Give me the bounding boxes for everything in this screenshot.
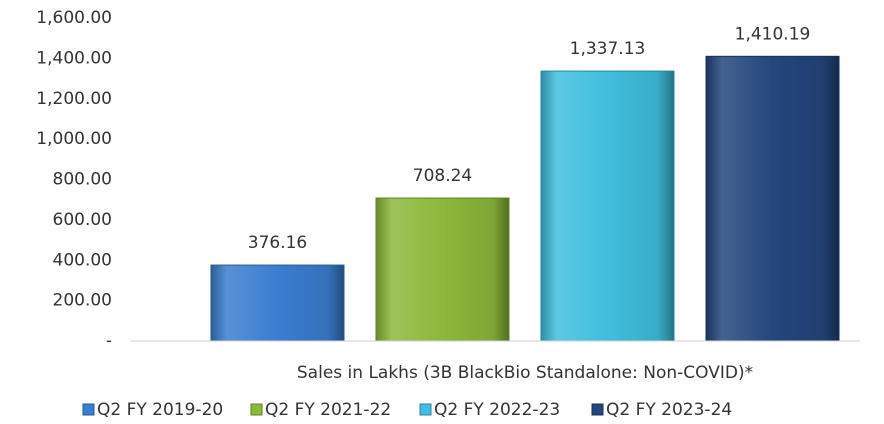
x-tick-label: Sales in Lakhs (3B BlackBio Standalone: … bbox=[297, 363, 753, 383]
bar bbox=[375, 197, 510, 342]
y-tick-label: 1,400.00 bbox=[36, 48, 112, 68]
legend-label: Q2 FY 2023-24 bbox=[606, 400, 732, 420]
legend-label: Q2 FY 2019-20 bbox=[97, 400, 223, 420]
y-tick-label: 1,000.00 bbox=[36, 129, 112, 149]
value-label: 1,337.13 bbox=[570, 39, 646, 59]
y-tick-label: 200.00 bbox=[53, 291, 112, 311]
value-label: 708.24 bbox=[413, 166, 472, 186]
y-tick-label: 600.00 bbox=[53, 210, 112, 230]
value-label: 1,410.19 bbox=[735, 24, 811, 44]
legend-swatch bbox=[591, 403, 604, 416]
y-tick-label: 1,200.00 bbox=[36, 89, 112, 109]
legend-swatch bbox=[250, 403, 263, 416]
legend-swatch bbox=[82, 403, 95, 416]
bar bbox=[705, 55, 840, 342]
y-tick-label: 400.00 bbox=[53, 250, 112, 270]
legend-label: Q2 FY 2022-23 bbox=[434, 400, 560, 420]
y-tick-label: - bbox=[106, 331, 112, 351]
y-tick-label: 800.00 bbox=[53, 170, 112, 190]
legend-label: Q2 FY 2021-22 bbox=[265, 400, 391, 420]
value-label: 376.16 bbox=[248, 233, 307, 253]
bar bbox=[540, 70, 675, 342]
legend-swatch bbox=[419, 403, 432, 416]
bar bbox=[210, 264, 345, 342]
y-tick-label: 1,600.00 bbox=[36, 8, 112, 28]
